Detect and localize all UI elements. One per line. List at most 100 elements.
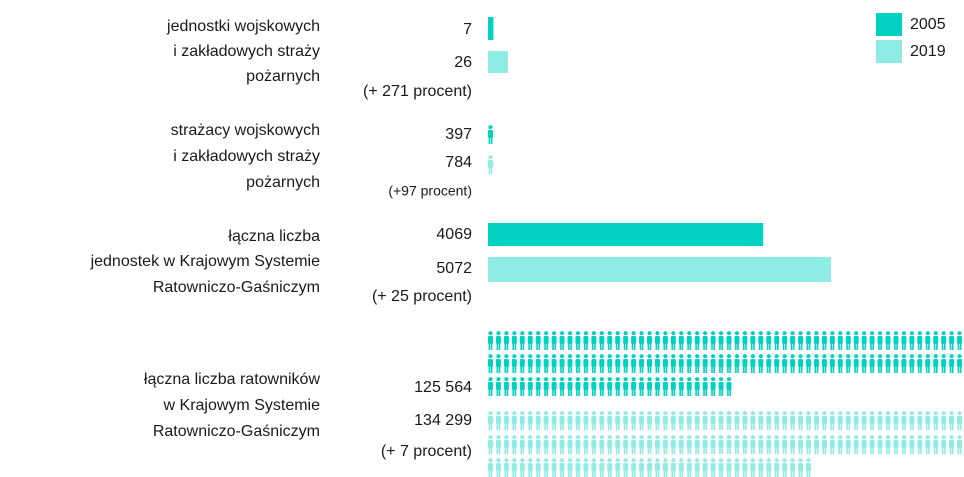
person-leg	[602, 343, 604, 350]
person-head	[663, 458, 668, 463]
person-head	[957, 331, 962, 336]
person-body	[575, 336, 581, 344]
person-head	[806, 331, 811, 336]
person-leg	[909, 423, 912, 430]
person-body	[782, 463, 788, 471]
person-leg	[615, 389, 618, 396]
person-leg	[631, 366, 634, 373]
person-body	[798, 463, 804, 471]
person-leg	[904, 343, 906, 350]
person-head	[782, 331, 787, 336]
person-body	[551, 440, 557, 448]
person-leg	[576, 366, 578, 373]
person-body	[519, 336, 525, 344]
person-head	[774, 435, 779, 440]
person-leg	[711, 343, 713, 350]
person-head	[679, 458, 684, 463]
person-head	[575, 458, 581, 463]
person-leg	[594, 389, 596, 396]
person-head	[496, 458, 501, 463]
person-leg	[639, 423, 642, 430]
person-body	[790, 440, 796, 448]
person-head	[933, 411, 938, 416]
person-body	[813, 359, 819, 367]
person-head	[790, 331, 795, 336]
person-leg	[687, 366, 689, 373]
person-leg	[488, 366, 491, 373]
person-leg	[886, 423, 888, 430]
person-head	[711, 411, 716, 416]
person-leg	[743, 470, 745, 477]
person-leg	[514, 447, 517, 454]
person-leg	[729, 447, 731, 454]
person-body	[535, 336, 541, 344]
person-head	[750, 331, 755, 336]
person-leg	[639, 389, 642, 396]
person-body	[639, 336, 645, 344]
person-body	[861, 440, 867, 448]
person-head	[655, 411, 660, 416]
person-head	[671, 458, 676, 463]
person-leg	[504, 447, 507, 454]
person-leg	[657, 470, 660, 477]
person-body	[758, 359, 764, 367]
person-body	[702, 336, 708, 344]
person-leg	[562, 470, 564, 477]
person-head	[695, 377, 700, 382]
person-leg	[506, 423, 509, 430]
person-leg	[711, 470, 713, 477]
person-leg	[673, 343, 676, 350]
person-body	[758, 336, 764, 344]
person-head	[679, 331, 684, 336]
person-leg	[790, 366, 793, 373]
person-leg	[689, 366, 692, 373]
person-leg	[552, 423, 554, 430]
person-body	[519, 359, 525, 367]
person-head	[512, 411, 517, 416]
person-leg	[618, 343, 620, 350]
person-body	[782, 359, 788, 367]
person-head	[941, 331, 946, 336]
person-leg	[856, 343, 859, 350]
person-body	[686, 336, 692, 344]
person-body	[782, 336, 788, 344]
person-head	[591, 377, 596, 382]
person-leg	[854, 366, 856, 373]
person-body	[726, 416, 732, 424]
person-leg	[570, 366, 572, 373]
person-leg	[689, 343, 692, 350]
person-head	[830, 411, 835, 416]
person-body	[782, 440, 788, 448]
person-body	[885, 359, 891, 367]
person-head	[567, 458, 573, 463]
person-body	[750, 440, 756, 448]
person-body	[869, 359, 875, 367]
person-body	[957, 359, 963, 367]
person-head	[822, 411, 827, 416]
person-head	[599, 411, 604, 416]
person-leg	[623, 470, 626, 477]
person-body	[575, 463, 581, 471]
person-body	[623, 463, 629, 471]
person-body	[766, 359, 772, 367]
person-body	[511, 336, 517, 344]
person-leg	[822, 423, 825, 430]
person-leg	[912, 423, 914, 430]
person-head	[846, 435, 851, 440]
person-leg	[560, 447, 562, 454]
person-body	[941, 440, 947, 448]
person-body	[488, 463, 493, 471]
person-leg	[490, 167, 493, 174]
person-leg	[814, 366, 817, 373]
person-leg	[838, 366, 840, 373]
person-leg	[721, 447, 723, 454]
person-leg	[586, 447, 588, 454]
person-leg	[814, 447, 817, 454]
person-leg	[639, 470, 642, 477]
person-body	[488, 382, 493, 390]
person-body	[591, 336, 597, 344]
person-head	[512, 377, 517, 382]
person-head	[925, 354, 930, 359]
person-leg	[894, 447, 896, 454]
person-body	[909, 359, 915, 367]
